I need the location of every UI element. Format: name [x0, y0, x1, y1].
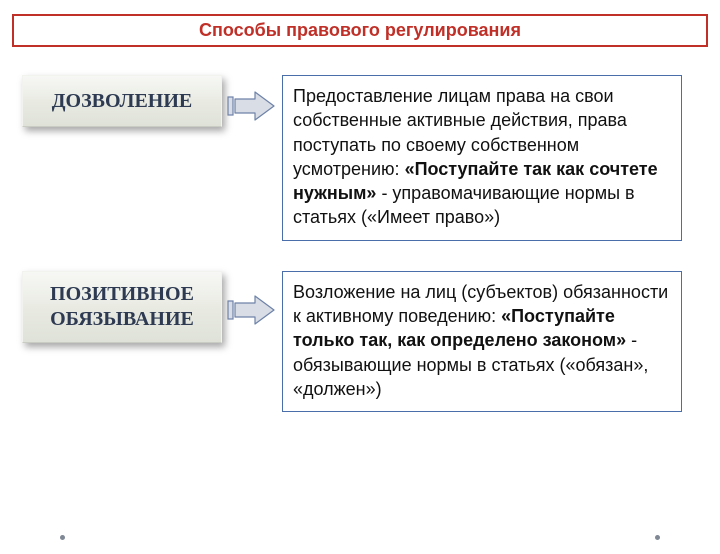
- page-title-bar: Способы правового регулирования: [12, 14, 708, 47]
- arrow-right-icon: [227, 89, 277, 123]
- concept-row: ДОЗВОЛЕНИЕ Предоставление лицам права на…: [0, 75, 720, 241]
- concept-description: Предоставление лицам права на свои собст…: [282, 75, 682, 241]
- dot-icon: [655, 535, 660, 540]
- concept-description: Возложение на лиц (субъектов) обязанност…: [282, 271, 682, 412]
- concept-row: ПОЗИТИВНОЕ ОБЯЗЫВАНИЕ Возложение на лиц …: [0, 271, 720, 412]
- dot-icon: [60, 535, 65, 540]
- footer-dots: [0, 535, 720, 540]
- page-title: Способы правового регулирования: [199, 20, 521, 40]
- concept-label-box: ПОЗИТИВНОЕ ОБЯЗЫВАНИЕ: [22, 271, 222, 343]
- arrow-right-icon: [227, 293, 277, 327]
- arrow-wrap: [222, 75, 282, 123]
- concept-label: ДОЗВОЛЕНИЕ: [52, 89, 192, 114]
- concept-label: ПОЗИТИВНОЕ ОБЯЗЫВАНИЕ: [29, 282, 215, 332]
- arrow-wrap: [222, 271, 282, 327]
- concept-label-box: ДОЗВОЛЕНИЕ: [22, 75, 222, 127]
